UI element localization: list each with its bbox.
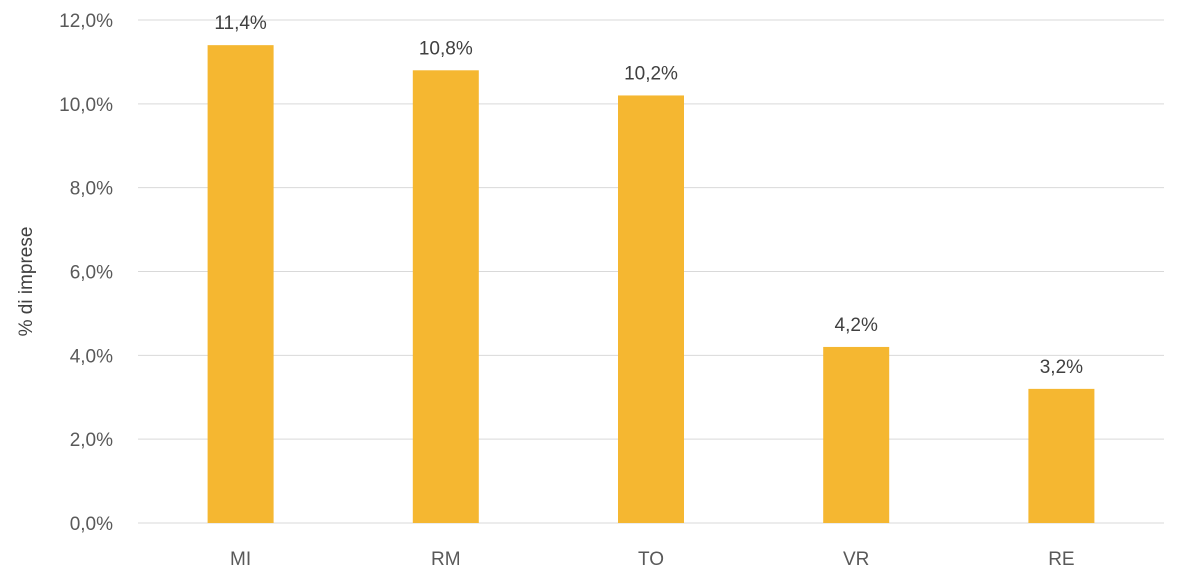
y-axis-title: % di imprese xyxy=(16,227,37,337)
data-label-re: 3,2% xyxy=(1040,357,1083,378)
data-label-mi: 11,4% xyxy=(214,13,267,34)
data-label-to: 10,2% xyxy=(624,63,678,84)
x-tick-label-mi: MI xyxy=(230,549,251,570)
y-tick-label: 12,0% xyxy=(59,11,113,32)
bar-mi xyxy=(207,45,274,524)
x-tick-label-to: TO xyxy=(638,549,664,570)
y-tick-label: 4,0% xyxy=(70,346,113,367)
bars xyxy=(207,45,1095,524)
y-tick-label: 2,0% xyxy=(70,430,113,451)
y-tick-label: 10,0% xyxy=(59,95,113,116)
x-tick-label-re: RE xyxy=(1048,549,1074,570)
bar-vr xyxy=(823,346,890,523)
x-axis-tick-labels: MI RM TO VR RE xyxy=(230,549,1075,570)
bar-rm xyxy=(412,70,479,524)
data-label-rm: 10,8% xyxy=(419,38,473,59)
bar-to xyxy=(618,95,684,523)
x-tick-label-vr: VR xyxy=(843,549,869,570)
y-axis-tick-labels: 0,0% 2,0% 4,0% 6,0% 8,0% 10,0% 12,0% xyxy=(59,11,113,535)
y-tick-label: 0,0% xyxy=(70,514,113,535)
bar-re xyxy=(1028,388,1095,523)
x-tick-label-rm: RM xyxy=(431,549,461,570)
y-tick-label: 8,0% xyxy=(70,179,113,200)
data-label-vr: 4,2% xyxy=(835,315,878,336)
y-tick-label: 6,0% xyxy=(70,263,113,284)
data-labels: 11,4% 10,8% 10,2% 4,2% 3,2% xyxy=(214,13,1083,378)
